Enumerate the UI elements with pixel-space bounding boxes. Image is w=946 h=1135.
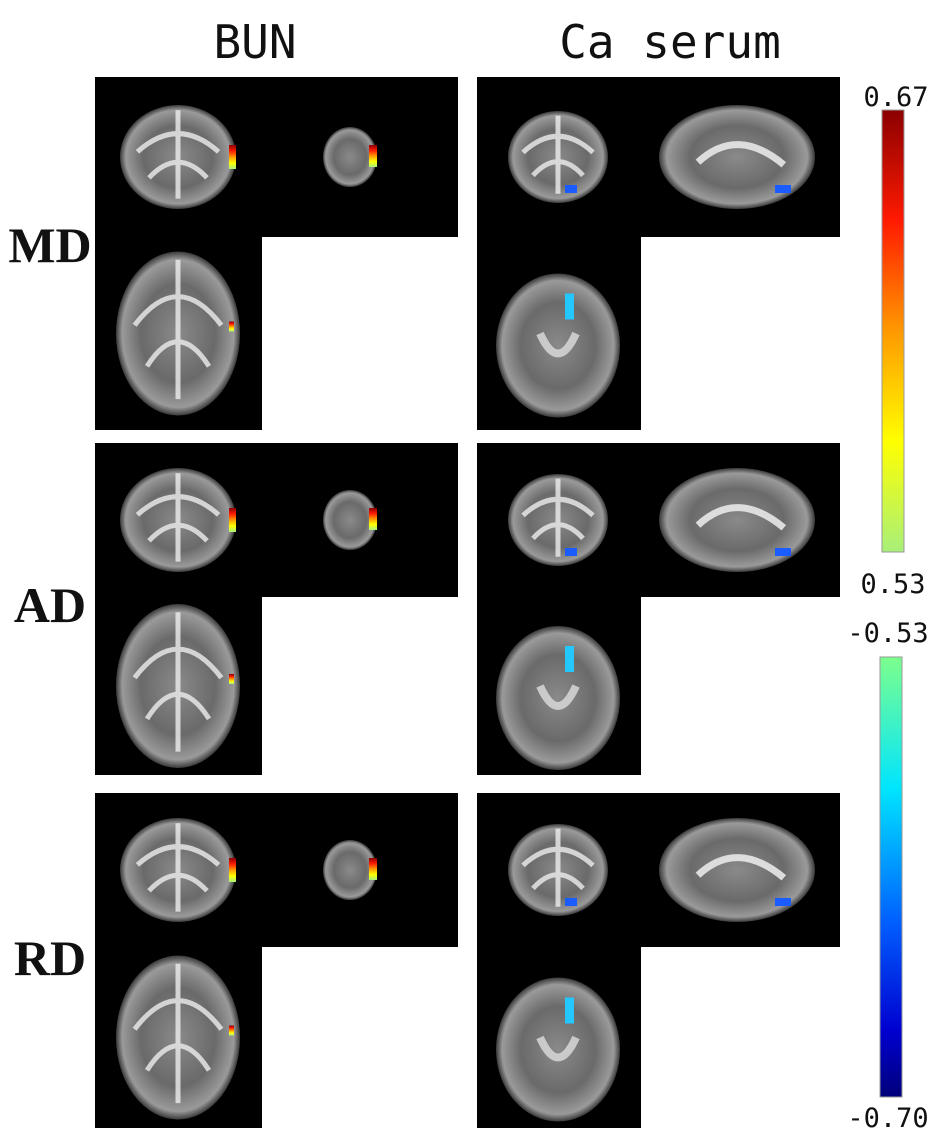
- activation: [565, 548, 577, 556]
- brain-slice: [323, 840, 377, 900]
- activation: [229, 508, 236, 532]
- colorbar-label: 0.53: [860, 569, 925, 600]
- column-title: Ca serum: [559, 15, 781, 69]
- activation: [229, 322, 234, 332]
- activation: [565, 185, 577, 193]
- brain-slice: [496, 274, 620, 418]
- colorbar-label: -0.53: [847, 618, 928, 649]
- colorbar-label: 0.67: [863, 82, 928, 113]
- activation: [565, 646, 574, 672]
- brain-slice: [496, 626, 620, 770]
- colorbar-label: -0.70: [847, 1103, 928, 1134]
- activation: [565, 898, 577, 906]
- activation: [775, 548, 791, 556]
- activation: [565, 998, 574, 1024]
- column-title: BUN: [213, 15, 296, 69]
- row-label: RD: [14, 930, 86, 986]
- colorbar: [882, 110, 904, 552]
- activation: [565, 294, 574, 320]
- figure: BUN Ca serum MD AD RD 0.67 0.53 -0.53 -0…: [0, 0, 946, 1135]
- row-label: MD: [8, 217, 91, 273]
- brain-slice: [659, 818, 815, 922]
- activation: [369, 508, 377, 530]
- brain-slice: [659, 105, 815, 209]
- activation: [369, 858, 377, 880]
- activation: [775, 185, 791, 193]
- brain-slice: [323, 490, 377, 550]
- brain-slice: [323, 127, 377, 187]
- activation: [369, 145, 377, 167]
- row-label: AD: [14, 577, 86, 633]
- activation: [229, 145, 236, 169]
- activation: [775, 898, 791, 906]
- activation: [229, 858, 236, 882]
- activation: [229, 674, 234, 684]
- activation: [229, 1026, 234, 1036]
- brain-slice: [659, 468, 815, 572]
- colorbar: [880, 657, 902, 1097]
- brain-slice: [496, 978, 620, 1122]
